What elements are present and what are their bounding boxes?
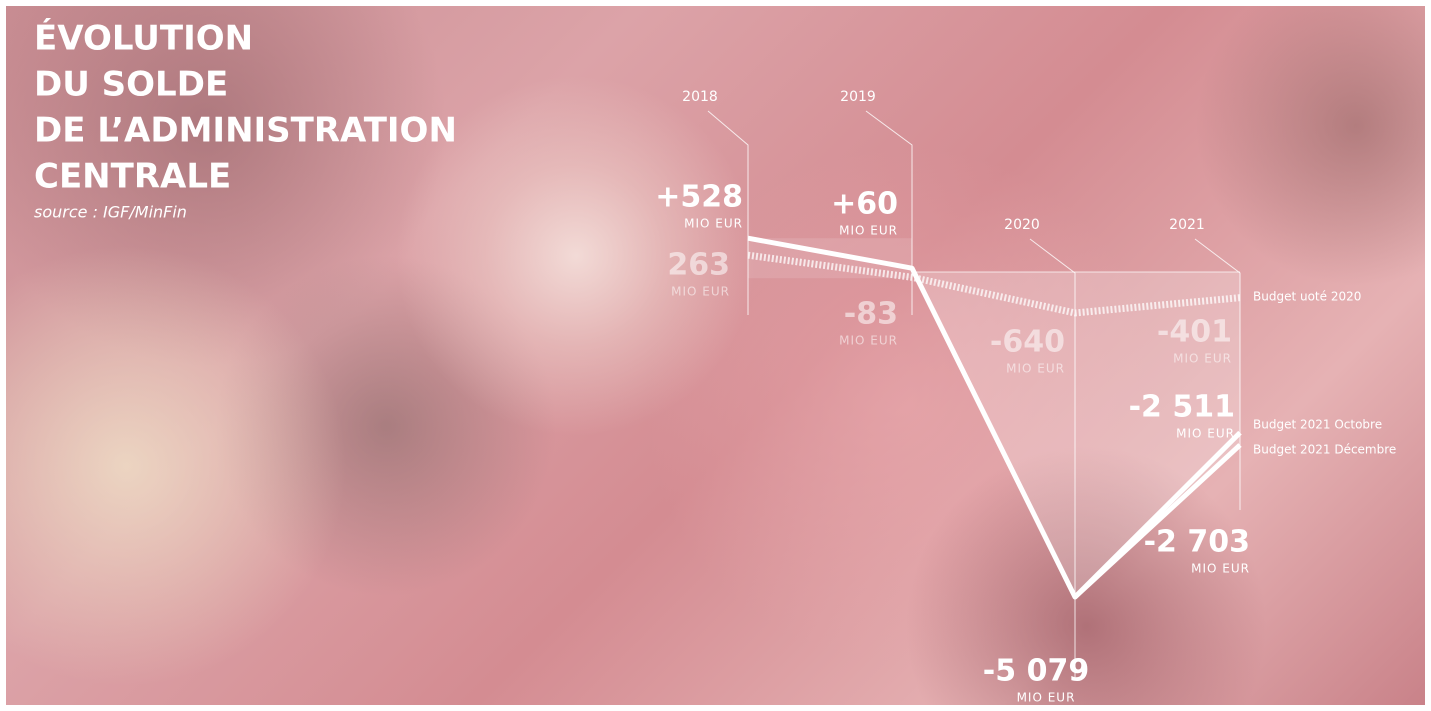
chart-title: DE L’ADMINISTRATION: [34, 111, 457, 151]
leader-line: [1194, 238, 1241, 510]
value-label: -401: [1157, 315, 1232, 350]
value-label: -640: [990, 325, 1065, 360]
value-label: +60: [831, 187, 898, 222]
value-label: 263: [667, 248, 730, 283]
legend-label: Budget 2021 Décembre: [1253, 443, 1396, 457]
background: [6, 6, 1425, 705]
x-tick-label: 2019: [840, 89, 876, 105]
series-line: [1073, 430, 1242, 599]
value-label: -5 079: [983, 654, 1089, 689]
leader-line: [1029, 238, 1076, 680]
value-label: -2 511: [1129, 390, 1235, 425]
chart-title: DU SOLDE: [34, 65, 228, 105]
series-line: [747, 235, 1242, 600]
chart-title: CENTRALE: [34, 157, 231, 197]
unit-label: MIO EUR: [684, 217, 743, 231]
x-tick-label: 2018: [682, 89, 718, 105]
value-label: +528: [655, 180, 743, 215]
source: source : IGF/MinFin: [34, 203, 187, 222]
unit-label: MIO EUR: [1173, 352, 1232, 366]
unit-label: MIO EUR: [1176, 427, 1235, 441]
legend-label: Budget 2021 Octobre: [1253, 418, 1382, 432]
unit-label: MIO EUR: [1017, 691, 1076, 705]
unit-label: MIO EUR: [839, 224, 898, 238]
unit-label: MIO EUR: [1006, 362, 1065, 376]
value-label: -83: [844, 297, 898, 332]
unit-label: MIO EUR: [1191, 562, 1250, 576]
leader-line: [865, 110, 913, 315]
x-tick-label: 2021: [1169, 217, 1205, 233]
value-label: -2 703: [1144, 525, 1250, 560]
x-tick-label: 2020: [1004, 217, 1040, 233]
unit-label: MIO EUR: [671, 285, 730, 299]
series-line: [747, 251, 1241, 317]
legend-label: Budget uoté 2020: [1253, 290, 1361, 304]
unit-label: MIO EUR: [839, 334, 898, 348]
chart-title: ÉVOLUTION: [34, 18, 253, 59]
